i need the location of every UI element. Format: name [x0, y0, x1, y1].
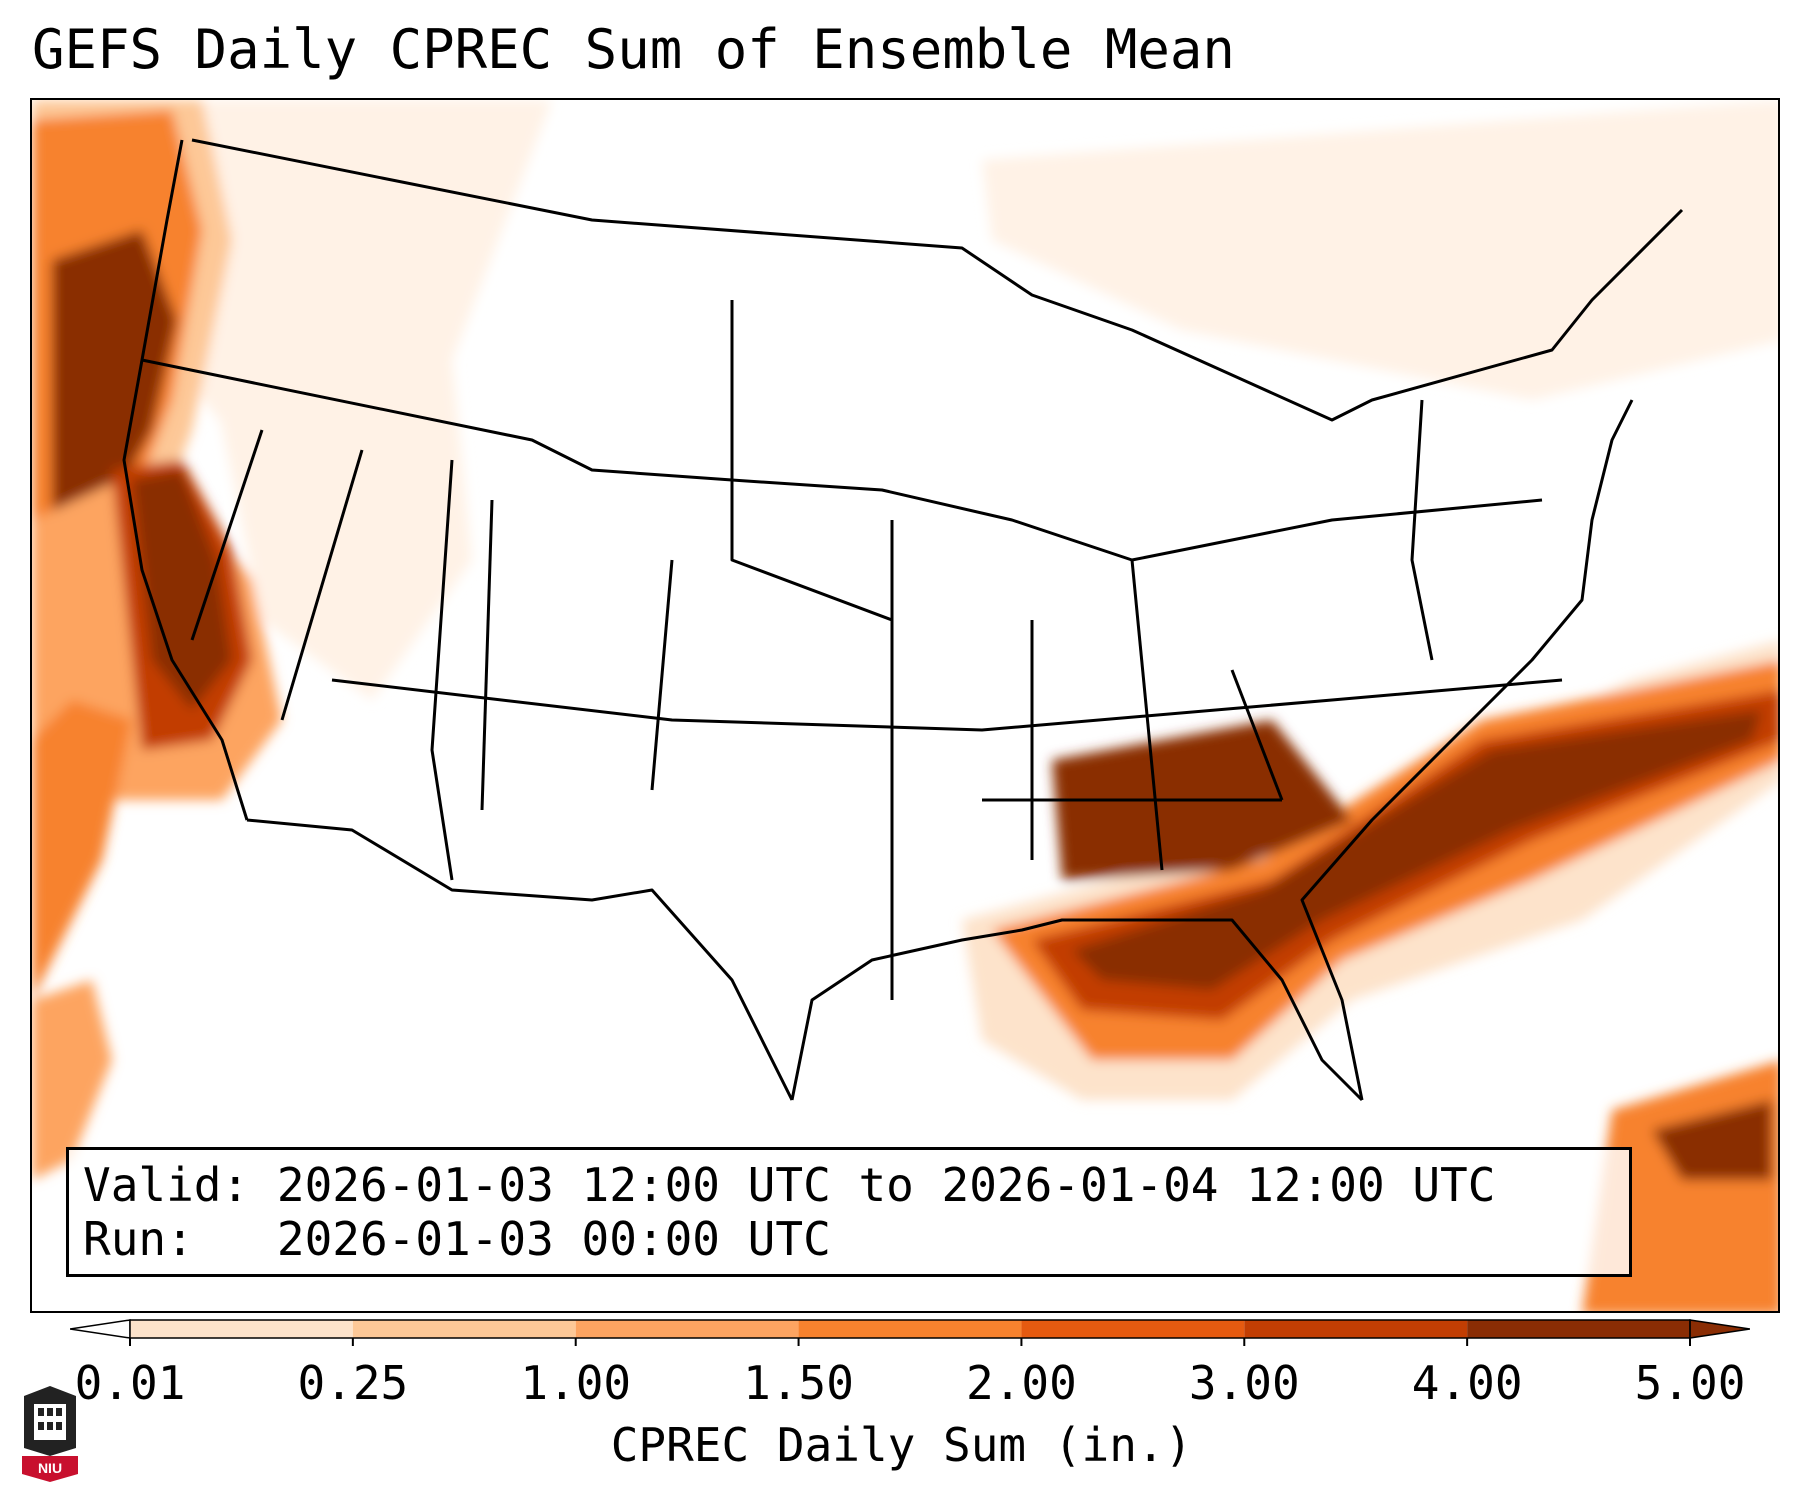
precip-field: [32, 100, 1778, 1311]
colorbar-label: CPREC Daily Sum (in.): [610, 1418, 1193, 1472]
map-title: GEFS Daily CPREC Sum of Ensemble Mean: [32, 18, 1235, 81]
valid-run-box: Valid: 2026-01-03 12:00 UTC to 2026-01-0…: [66, 1147, 1632, 1277]
valid-label: Valid:: [83, 1158, 250, 1212]
colorbar-segment: [798, 1320, 1022, 1338]
colorbar-segment: [1021, 1320, 1245, 1338]
run-label: Run:: [83, 1212, 194, 1266]
colorbar-extend-high: [1689, 1319, 1750, 1339]
state-borders: [122, 138, 1684, 1102]
colorbar-tick-label: 5.00: [1634, 1356, 1746, 1410]
valid-value: 2026-01-03 12:00 UTC to 2026-01-04 12:00…: [276, 1158, 1496, 1212]
run-value: 2026-01-03 00:00 UTC: [276, 1212, 831, 1266]
svg-text:NIU: NIU: [38, 1460, 62, 1476]
colorbar-tick-label: 0.25: [297, 1356, 409, 1410]
colorbar-segment: [352, 1320, 576, 1338]
niu-logo: NIU: [22, 1386, 78, 1482]
colorbar: [70, 1319, 1750, 1346]
colorbar-segment: [1244, 1320, 1468, 1338]
colorbar-tick-label: 3.00: [1188, 1356, 1300, 1410]
colorbar-tick-label: 2.00: [966, 1356, 1077, 1410]
colorbar-segment: [130, 1320, 353, 1338]
colorbar-segment: [575, 1320, 799, 1338]
colorbar-tick-label: 4.00: [1411, 1356, 1523, 1410]
precip-map: [30, 98, 1780, 1313]
colorbar-extend-low: [70, 1319, 131, 1339]
colorbar-segment: [1467, 1320, 1690, 1338]
colorbar-tick-label: 1.00: [520, 1356, 632, 1410]
colorbar-tick-label: 0.01: [74, 1356, 186, 1410]
colorbar-tick-label: 1.50: [743, 1356, 854, 1410]
